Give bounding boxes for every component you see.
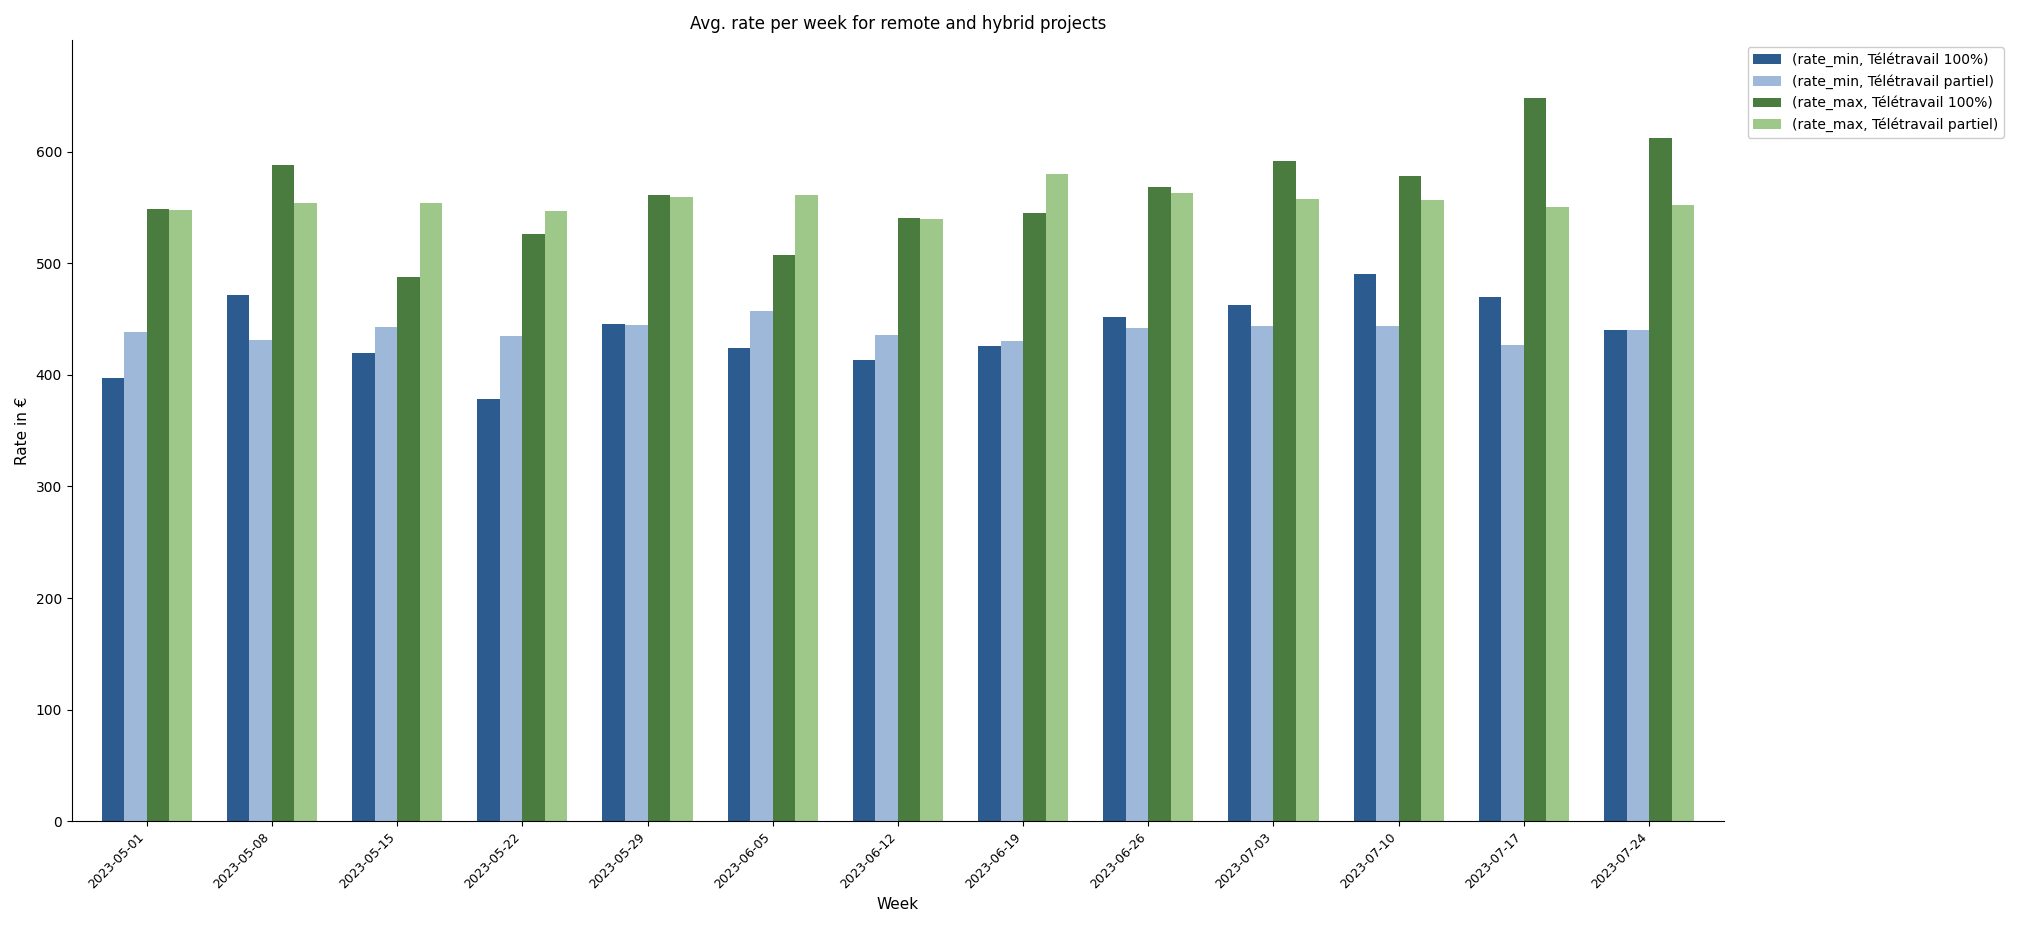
Bar (1148, 187, 1170, 821)
Bar (1023, 213, 1045, 821)
Bar (1649, 138, 1671, 821)
Legend: (rate_min, Télétravail 100%), (rate_min, Télétravail partiel), (rate_max, Télétr: (rate_min, Télétravail 100%), (rate_min,… (1748, 47, 2004, 137)
Bar (125, 333, 147, 821)
Bar (295, 203, 317, 821)
Bar (1045, 174, 1068, 821)
Bar (1398, 176, 1421, 821)
Bar (1501, 345, 1524, 821)
Bar (751, 311, 773, 821)
Bar (1229, 305, 1251, 821)
Bar (1376, 325, 1398, 821)
Y-axis label: Rate in €: Rate in € (14, 397, 30, 464)
Title: Avg. rate per week for remote and hybrid projects: Avg. rate per week for remote and hybrid… (690, 15, 1106, 33)
Bar (1546, 208, 1568, 821)
Bar (670, 197, 692, 821)
Bar (398, 276, 420, 821)
Bar (1627, 330, 1649, 821)
Bar (773, 256, 795, 821)
Bar (170, 210, 192, 821)
Bar (920, 219, 942, 821)
Bar (523, 235, 545, 821)
Bar (1524, 98, 1546, 821)
Bar (979, 346, 1001, 821)
Bar (1104, 317, 1126, 821)
Bar (1421, 199, 1443, 821)
Bar (1126, 328, 1148, 821)
Bar (351, 352, 375, 821)
Bar (478, 400, 500, 821)
Bar (272, 165, 295, 821)
Bar (1296, 198, 1318, 821)
X-axis label: Week: Week (878, 897, 918, 912)
Bar (1354, 274, 1376, 821)
Bar (226, 295, 250, 821)
Bar (147, 209, 170, 821)
Bar (795, 196, 817, 821)
Bar (1479, 297, 1501, 821)
Bar (101, 378, 125, 821)
Bar (1273, 160, 1296, 821)
Bar (728, 348, 751, 821)
Bar (1604, 330, 1627, 821)
Bar (1001, 341, 1023, 821)
Bar (648, 196, 670, 821)
Bar (1671, 205, 1695, 821)
Bar (375, 327, 398, 821)
Bar (1170, 193, 1193, 821)
Bar (545, 210, 567, 821)
Bar (876, 335, 898, 821)
Bar (250, 340, 272, 821)
Bar (898, 218, 920, 821)
Bar (420, 203, 442, 821)
Bar (500, 336, 523, 821)
Bar (854, 361, 876, 821)
Bar (626, 324, 648, 821)
Bar (1251, 325, 1273, 821)
Bar (603, 324, 626, 821)
